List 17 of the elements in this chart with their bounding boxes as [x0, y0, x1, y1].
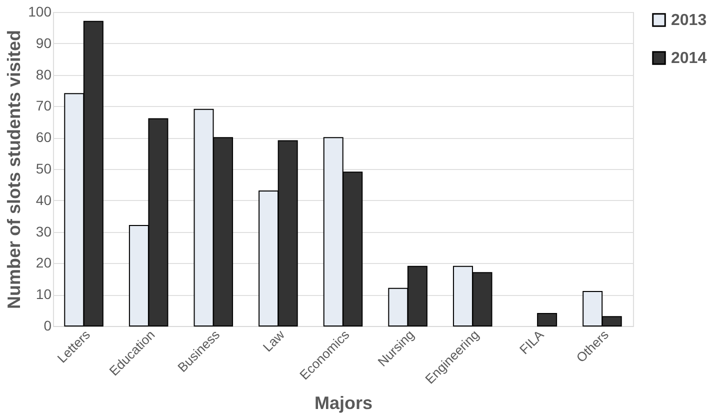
y-axis-title: Number of slots students visited: [4, 30, 24, 310]
legend-label: 2013: [671, 12, 707, 29]
x-axis-title: Majors: [314, 392, 373, 413]
y-tick-label: 0: [44, 318, 52, 334]
bar: [537, 312, 558, 326]
y-tick-label: 50: [36, 160, 52, 176]
y-tick-label: 40: [36, 192, 52, 208]
y-tick-label: 20: [36, 254, 52, 271]
y-tick-label: 90: [36, 34, 52, 51]
y-tick-label: 100: [28, 4, 52, 20]
y-tick-label: 30: [36, 223, 52, 240]
y-tick-label: 10: [36, 286, 52, 302]
y-tick-label: 70: [36, 98, 52, 114]
y-tick-label: 60: [36, 129, 52, 146]
x-tick-label: Law: [260, 326, 288, 355]
legend-label: 2014: [671, 50, 707, 67]
y-tick-label: 80: [36, 66, 52, 82]
